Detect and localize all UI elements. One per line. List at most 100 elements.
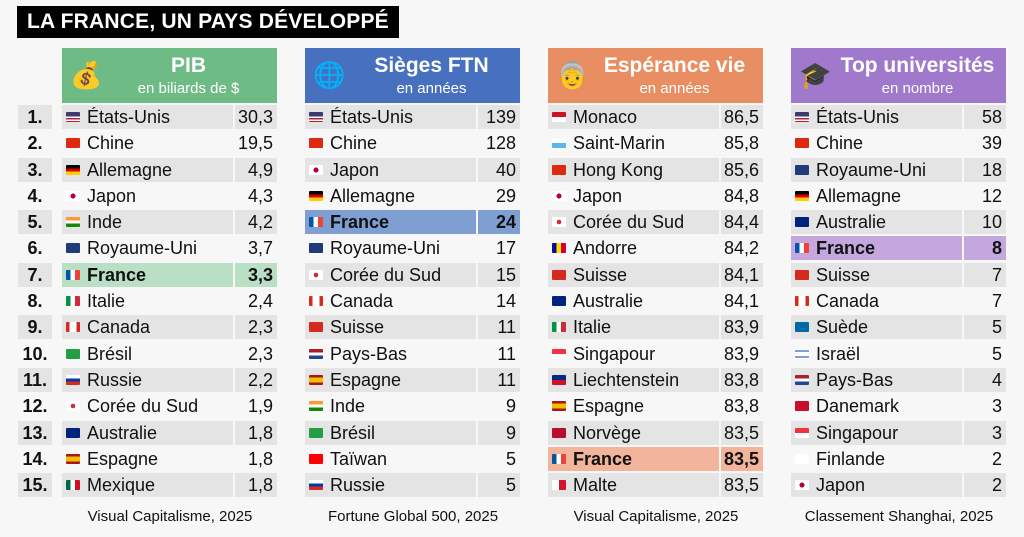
page-title: LA FRANCE, UN PAYS DÉVELOPPÉ [17,6,399,38]
flag-de-icon [66,164,80,175]
value-cell: 2,4 [247,291,273,312]
country-cell: Allemagne [62,157,233,182]
flag-fr-icon [795,243,809,254]
country-name: Royaume-Uni [816,159,927,180]
value-cell: 3 [964,420,1006,445]
country-cell: Japon [548,184,719,208]
country-cell: États-Unis [62,105,233,129]
value-cell: 2,3 [235,315,277,340]
country-name: Japon [87,185,137,206]
table-row: Israël 5 [791,342,1006,366]
value-cell: 1,8 [235,473,277,498]
country-cell: Russie [62,367,233,392]
country-cell: Espagne [62,447,233,471]
country-name: France [573,448,633,469]
flag-nl-icon [309,348,323,359]
flag-ca-icon [795,296,809,307]
country-name: Singapour [816,422,899,443]
flag-mt-icon [552,480,566,491]
country-cell: Chine [791,131,962,155]
table-row: Suisse 7 [791,262,1006,287]
flag-es-icon [66,453,80,464]
country-cell: Japon [791,473,962,498]
value-cell: 5 [991,343,1002,364]
column-title: Top universités [840,54,995,77]
country-cell: Espagne [305,367,476,392]
country-name: Australie [573,291,644,312]
country-name: Canada [330,291,394,312]
country-cell: Allemagne [305,184,476,208]
value-cell: 19,5 [237,133,273,154]
country-name: Liechtenstein [573,369,680,390]
table-row: Pays-Bas 11 [305,342,520,366]
flag-us-icon [66,112,80,122]
table-row: Danemark 3 [791,394,1006,418]
column-title: Sièges FTN [374,54,489,77]
table-row: Royaume-Uni 18 [791,157,1006,182]
value-cell: 11 [478,367,520,392]
flag-in-icon [66,217,80,228]
table-row: Australie 84,1 [548,289,763,313]
country-cell: Suisse [548,262,719,287]
value-cell: 8 [964,236,1006,261]
flag-hk-icon [552,164,566,175]
value-cell: 2,2 [235,367,277,392]
value-cell: 7 [964,262,1006,287]
table-row: Monaco 86,5 [548,105,763,129]
value-cell: 9 [478,420,520,445]
flag-kr-icon [552,217,566,228]
value-cell: 3 [991,396,1002,417]
country-cell: États-Unis [305,105,476,129]
flag-li-icon [552,374,566,385]
country-name: Suisse [330,317,385,338]
country-name: Chine [87,133,135,154]
value-cell: 12 [981,185,1002,206]
flag-mx-icon [66,480,80,491]
flag-tw-icon [309,453,323,464]
table-row: Canada 14 [305,289,520,313]
rank-label: 14. [22,448,48,469]
table-row: Espagne 83,8 [548,394,763,418]
flag-ru-icon [66,374,80,385]
value-cell: 83,5 [721,473,763,498]
table-row: Royaume-Uni 17 [305,236,520,260]
flag-dk-icon [795,401,809,412]
country-cell: France [548,446,719,471]
country-cell: Brésil [305,420,476,445]
flag-ch-icon [309,322,323,333]
country-name: Singapour [573,343,656,364]
rank-label: 2. [27,133,43,154]
rank-label: 4. [27,185,43,206]
rank-label: 13. [18,420,52,445]
country-name: Japon [816,475,866,496]
flag-gb-icon [795,164,809,175]
country-cell: Suisse [305,315,476,340]
value-cell: 39 [981,133,1002,154]
value-cell: 29 [495,185,516,206]
country-cell: Monaco [548,105,719,129]
country-name: Corée du Sud [87,396,199,417]
value-cell: 84,2 [723,238,759,259]
value-cell: 139 [478,105,520,129]
table-row: Chine 128 [305,131,520,155]
country-cell: Canada [62,315,233,340]
value-cell: 1,9 [247,396,273,417]
table-row: Brésil 9 [305,420,520,445]
country-name: Russie [330,475,386,496]
table-row: États-Unis 139 [305,105,520,129]
country-name: Japon [330,159,380,180]
table-row: Singapour 3 [791,420,1006,445]
value-cell: 83,5 [721,420,763,445]
country-name: Italie [573,317,612,338]
value-cell: 5 [478,473,520,498]
flag-it-icon [552,322,566,333]
flag-us-icon [309,112,323,122]
value-cell: 11 [478,315,520,340]
flag-es-icon [552,401,566,412]
country-cell: Corée du Sud [62,394,233,418]
table-row: Andorre 84,2 [548,236,763,260]
table-row: Russie 2,2 [62,367,277,392]
value-cell: 83,8 [723,396,759,417]
country-name: Saint-Marin [573,133,666,154]
table-row: Mexique 1,8 [62,473,277,498]
